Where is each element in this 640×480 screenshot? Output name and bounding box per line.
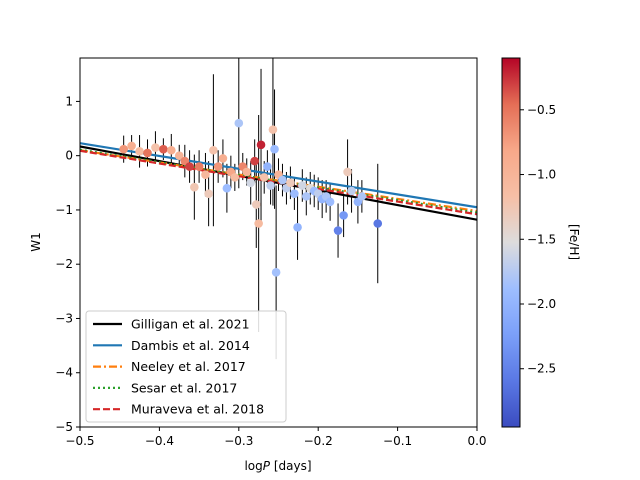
x-axis-label-italic: P bbox=[263, 459, 271, 473]
x-tick-label: −0.2 bbox=[304, 434, 333, 448]
colorbar-tick-label: −2.0 bbox=[527, 297, 556, 311]
y-axis-label: W1 bbox=[29, 232, 43, 252]
data-point bbox=[213, 162, 223, 171]
data-point bbox=[159, 144, 168, 154]
colorbar-label: [Fe/H] bbox=[567, 224, 581, 260]
data-point bbox=[293, 223, 302, 232]
data-point bbox=[251, 200, 261, 209]
legend: Gilligan et al. 2021 Dambis et al. 2014 Ne… bbox=[85, 310, 287, 423]
data-point bbox=[250, 156, 259, 166]
data-point bbox=[185, 162, 194, 171]
colorbar-ticks: −0.5 −1.0 −1.5 −2.0 −2.5 bbox=[520, 103, 556, 376]
data-point bbox=[222, 183, 232, 193]
data-point bbox=[278, 175, 287, 185]
data-point bbox=[151, 143, 160, 152]
data-point bbox=[119, 144, 128, 154]
data-point bbox=[286, 178, 295, 188]
y-tick-label: −2 bbox=[55, 257, 73, 271]
legend-box bbox=[85, 310, 287, 423]
data-point bbox=[234, 118, 244, 128]
data-point bbox=[339, 211, 348, 220]
legend-entry-label: Gilligan et al. 2021 bbox=[131, 317, 250, 332]
colorbar-tick-label: −2.5 bbox=[527, 362, 556, 376]
legend-entry-label: Muraveva et al. 2018 bbox=[131, 402, 264, 417]
y-tick-label: 0 bbox=[65, 149, 73, 163]
relation-line bbox=[80, 149, 477, 216]
y-tick-label: −5 bbox=[55, 420, 73, 434]
colorbar: −0.5 −1.0 −1.5 −2.0 −2.5 [Fe/H] bbox=[501, 57, 581, 428]
data-point bbox=[263, 162, 272, 171]
data-point bbox=[298, 181, 307, 190]
data-point bbox=[347, 186, 356, 196]
colorbar-tick-label: −1.0 bbox=[527, 168, 556, 182]
x-axis-label: logP [days] bbox=[244, 459, 311, 473]
x-tick-label: −0.5 bbox=[65, 434, 94, 448]
plot-frame bbox=[79, 57, 478, 428]
data-point bbox=[268, 125, 278, 134]
x-tick-label: −0.1 bbox=[383, 434, 412, 448]
data-point bbox=[201, 170, 210, 179]
data-point bbox=[301, 192, 311, 201]
y-tick-label: 1 bbox=[65, 94, 73, 108]
x-axis-label-unit: [days] bbox=[270, 459, 312, 473]
data-point bbox=[333, 226, 343, 235]
colorbar-tick-label: −1.5 bbox=[527, 232, 556, 246]
y-tick-label: −4 bbox=[55, 366, 73, 380]
legend-entry-label: Sesar et al. 2017 bbox=[131, 380, 237, 395]
data-point bbox=[271, 268, 281, 277]
data-point bbox=[194, 162, 204, 171]
legend-entry-label: Neeley et al. 2017 bbox=[131, 359, 246, 374]
data-point bbox=[167, 145, 176, 155]
data-point bbox=[357, 192, 367, 201]
y-tick-label: −1 bbox=[55, 203, 73, 217]
data-point bbox=[343, 167, 352, 177]
data-point bbox=[254, 219, 263, 228]
plot-area: −0.5 −0.4 −0.3 −0.2 −0.1 0.0 1 0 −1 −2 −3 −4 −5 bbox=[55, 57, 487, 448]
data-point bbox=[174, 151, 184, 160]
data-point bbox=[259, 173, 269, 182]
y-axis-ticks: 1 0 −1 −2 −3 −4 −5 bbox=[55, 94, 80, 434]
data-point bbox=[218, 154, 228, 163]
colorbar-gradient bbox=[501, 57, 521, 428]
legend-entry-label: Dambis et al. 2014 bbox=[131, 338, 250, 353]
data-point bbox=[325, 197, 335, 207]
data-point bbox=[127, 141, 136, 151]
x-tick-label: −0.4 bbox=[145, 434, 174, 448]
y-tick-label: −3 bbox=[55, 311, 73, 325]
data-point bbox=[246, 178, 256, 188]
data-points bbox=[119, 118, 383, 277]
data-point bbox=[209, 145, 218, 155]
x-tick-label: −0.3 bbox=[224, 434, 253, 448]
data-point bbox=[373, 219, 383, 228]
x-tick-label: 0.0 bbox=[467, 434, 486, 448]
x-axis-label-main: log bbox=[244, 459, 262, 473]
data-point bbox=[135, 147, 144, 156]
data-point bbox=[143, 148, 152, 158]
data-point bbox=[190, 182, 199, 192]
data-point bbox=[242, 167, 252, 177]
data-point bbox=[270, 144, 279, 154]
data-point bbox=[256, 140, 266, 150]
data-point bbox=[266, 181, 275, 190]
x-axis-ticks: −0.5 −0.4 −0.3 −0.2 −0.1 0.0 bbox=[65, 427, 487, 448]
data-point bbox=[204, 189, 213, 198]
data-point bbox=[230, 173, 240, 182]
data-point bbox=[290, 189, 299, 198]
colorbar-tick-label: −0.5 bbox=[527, 103, 556, 117]
